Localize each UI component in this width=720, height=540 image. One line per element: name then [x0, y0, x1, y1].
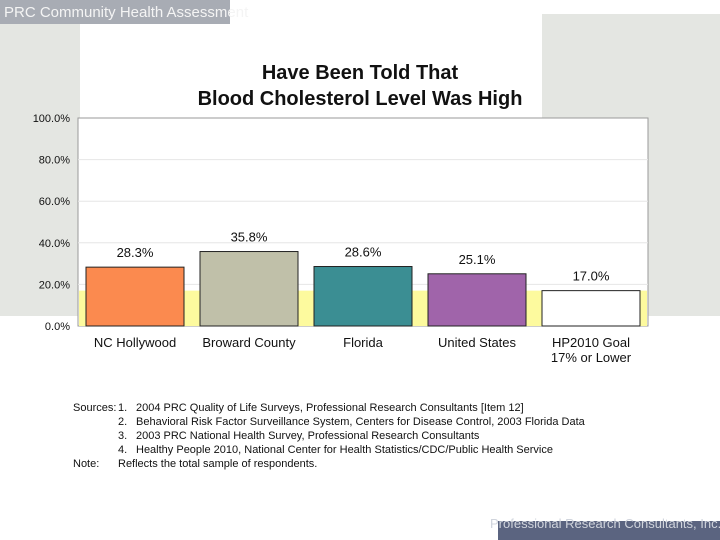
- source-text: Healthy People 2010, National Center for…: [136, 444, 553, 456]
- sources-heading: Sources:: [73, 402, 117, 414]
- data-label: 28.6%: [345, 245, 382, 260]
- header-title: PRC Community Health Assessment: [4, 4, 249, 21]
- footer-bar: [498, 521, 720, 540]
- note-row: Note: Reflects the total sample of respo…: [73, 457, 585, 471]
- bar: [427, 273, 527, 327]
- header-band: [0, 0, 230, 24]
- sources-block: Sources: 1. 2004 PRC Quality of Life Sur…: [73, 401, 585, 471]
- y-tick-label: 100.0%: [33, 113, 71, 125]
- chart-title-line-1: Have Been Told That: [261, 62, 459, 84]
- x-tick-sublabel: 17% or Lower: [551, 350, 632, 365]
- data-label: 28.3%: [117, 245, 154, 260]
- source-text: 2004 PRC Quality of Life Surveys, Profes…: [136, 402, 524, 414]
- y-tick-label: 40.0%: [39, 238, 70, 250]
- x-tick-label: HP2010 Goal: [552, 335, 630, 350]
- source-number: 3.: [118, 430, 128, 442]
- bar: [313, 266, 413, 327]
- bar: [199, 251, 299, 327]
- note-heading: Note:: [73, 458, 100, 470]
- y-tick-label: 20.0%: [39, 279, 70, 291]
- source-number: 2.: [118, 416, 128, 428]
- bar: [85, 266, 185, 327]
- source-text: Behavioral Risk Factor Surveillance Syst…: [136, 416, 585, 428]
- x-tick-label: Florida: [343, 335, 384, 350]
- source-text: 2003 PRC National Health Survey, Profess…: [136, 430, 480, 442]
- source-row-1: Sources: 1. 2004 PRC Quality of Life Sur…: [73, 401, 585, 415]
- footer-text: Professional Research Consultants, Inc.: [490, 516, 720, 531]
- source-row-2: 2. Behavioral Risk Factor Surveillance S…: [73, 415, 585, 429]
- data-label: 35.8%: [231, 230, 268, 245]
- chart-title-line-2: Blood Cholesterol Level Was High: [197, 88, 523, 110]
- y-tick-label: 80.0%: [39, 155, 70, 167]
- chart-title: Have Been Told That Blood Cholesterol Le…: [140, 60, 580, 112]
- x-tick-label: NC Hollywood: [94, 335, 176, 350]
- x-tick-label: Broward County: [202, 335, 296, 350]
- source-number: 1.: [118, 402, 128, 414]
- y-tick-label: 0.0%: [45, 321, 70, 333]
- y-tick-label: 60.0%: [39, 196, 70, 208]
- source-row-4: 4. Healthy People 2010, National Center …: [73, 443, 585, 457]
- bar: [541, 290, 641, 327]
- data-label: 17.0%: [573, 269, 610, 284]
- note-text: Reflects the total sample of respondents…: [118, 458, 318, 470]
- source-row-3: 3. 2003 PRC National Health Survey, Prof…: [73, 429, 585, 443]
- data-label: 25.1%: [459, 252, 496, 267]
- source-number: 4.: [118, 444, 128, 456]
- left-decor-band: [0, 24, 80, 316]
- x-tick-label: United States: [438, 335, 517, 350]
